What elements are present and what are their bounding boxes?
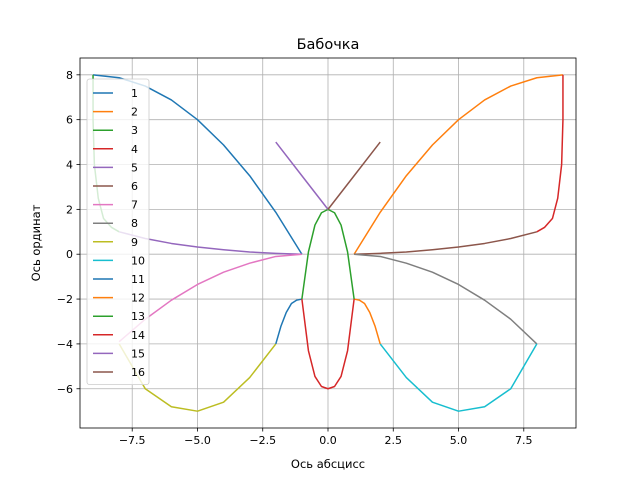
- series-line-11: [275, 298, 303, 345]
- y-tick-label: 2: [66, 203, 73, 216]
- legend-label: 6: [131, 180, 138, 193]
- series-line-2: [353, 74, 564, 255]
- legend-box: [86, 78, 150, 386]
- chart-title: Бабочка: [297, 37, 360, 53]
- y-tick-label: −4: [57, 338, 73, 351]
- series-line-14: [301, 298, 355, 390]
- x-tick-label: −2.5: [249, 434, 276, 447]
- y-tick-label: 4: [66, 159, 73, 172]
- series-line-7: [118, 253, 302, 343]
- y-tick-label: 8: [66, 69, 73, 82]
- x-tick-label: 7.5: [515, 434, 533, 447]
- legend-label: 1: [131, 87, 138, 100]
- series-line-8: [354, 253, 538, 345]
- series-line-4: [536, 74, 564, 233]
- legend-label: 13: [131, 310, 145, 323]
- legend-label: 10: [131, 254, 145, 267]
- y-axis-label: Ось ординат: [29, 204, 43, 281]
- x-tick-label: −7.5: [119, 434, 146, 447]
- legend-label: 12: [131, 292, 145, 305]
- x-tick-label: 0.0: [319, 434, 337, 447]
- series-line-15: [275, 141, 329, 210]
- legend-label: 8: [131, 217, 138, 230]
- legend-label: 11: [131, 273, 145, 286]
- x-tick-label: 2.5: [385, 434, 403, 447]
- grid: [80, 58, 576, 428]
- y-tick-label: −2: [57, 293, 73, 306]
- series-line-5: [118, 231, 302, 255]
- series-line-9: [118, 343, 277, 412]
- y-tick-label: 6: [66, 114, 73, 127]
- x-tick-label: 5.0: [450, 434, 468, 447]
- x-tick-label: −5.0: [184, 434, 211, 447]
- y-tick-label: 0: [66, 248, 73, 261]
- legend-label: 16: [131, 366, 145, 379]
- series-line-10: [379, 343, 538, 412]
- legend-label: 4: [131, 143, 138, 156]
- legend-label: 9: [131, 236, 138, 249]
- legend-label: 2: [131, 106, 138, 119]
- legend-label: 14: [131, 329, 145, 342]
- series-line-16: [327, 141, 381, 210]
- y-axis-ticks: −6 −4 −2 0 2 4 6 8: [57, 69, 80, 396]
- legend-label: 7: [131, 199, 138, 212]
- legend-label: 5: [131, 161, 138, 174]
- legend-label: 3: [131, 124, 138, 137]
- series-line-6: [354, 231, 538, 255]
- y-tick-label: −6: [57, 383, 73, 396]
- legend-label: 15: [131, 347, 145, 360]
- x-axis-ticks: −7.5 −5.0 −2.5 0.0 2.5 5.0 7.5: [119, 428, 533, 447]
- series-line-12: [353, 298, 381, 345]
- x-axis-label: Ось абсцисс: [291, 457, 365, 471]
